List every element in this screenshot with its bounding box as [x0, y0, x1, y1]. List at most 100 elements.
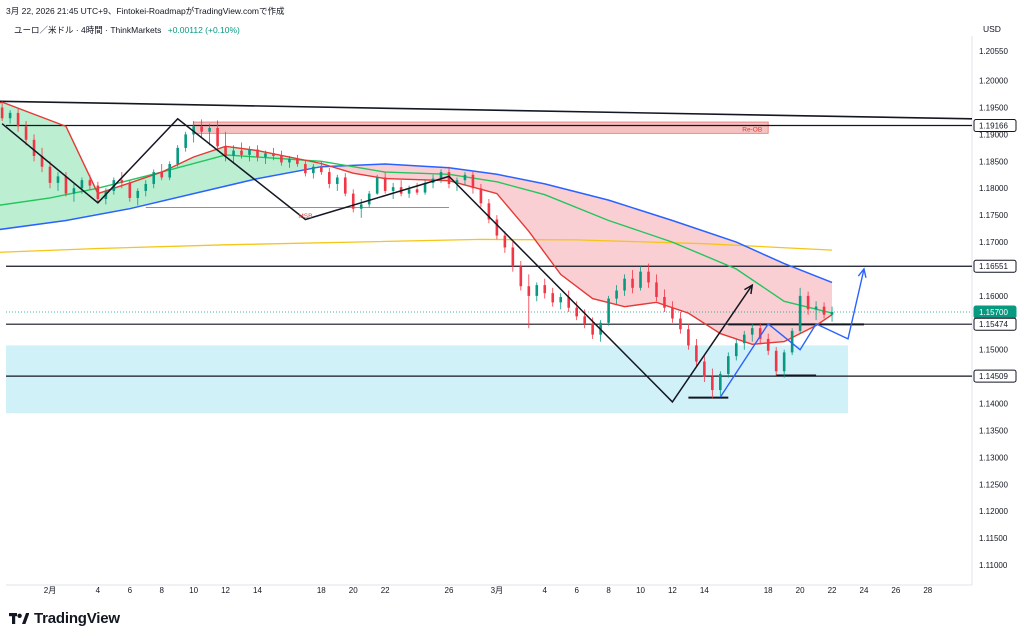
candle-body — [567, 296, 570, 308]
x-tick-label: 28 — [923, 586, 932, 595]
y-tick-label: 1.20000 — [979, 77, 1008, 86]
candle-body — [40, 155, 44, 167]
candle-body — [184, 134, 187, 148]
candle-body — [519, 266, 523, 287]
candle-body — [647, 271, 650, 283]
candle-body — [240, 150, 243, 155]
x-tick-label: 2月 — [44, 586, 56, 595]
price-change: +0.00112 (+0.10%) — [167, 25, 240, 35]
demand-zone — [6, 345, 848, 414]
candle-body — [176, 147, 179, 165]
candle-body — [455, 180, 459, 184]
candle-body — [703, 361, 706, 377]
candle-body — [758, 328, 762, 339]
candle-body — [511, 247, 515, 267]
candle-body — [192, 126, 195, 135]
x-tick-label: 26 — [891, 586, 900, 595]
candle-body — [790, 330, 794, 353]
candle-body — [224, 146, 227, 156]
candle-body — [335, 177, 339, 184]
price-label: 1.15700 — [979, 308, 1008, 317]
y-tick-label: 1.11000 — [979, 561, 1008, 570]
candle-body — [72, 188, 76, 194]
candle-body — [583, 316, 586, 324]
candle-body — [0, 107, 4, 119]
y-tick-label: 1.13000 — [979, 453, 1008, 462]
x-tick-label: 26 — [445, 586, 454, 595]
y-tick-label: 1.17500 — [979, 211, 1008, 220]
x-tick-label: 14 — [253, 586, 262, 595]
candle-body — [543, 285, 547, 294]
unit-label: USD — [983, 24, 1001, 34]
candle-body — [359, 204, 363, 209]
candle-body — [375, 177, 379, 194]
supply-zone — [193, 121, 769, 134]
candle-body — [479, 188, 483, 204]
candle-body — [208, 127, 211, 132]
candle-body — [280, 155, 283, 163]
y-tick-label: 1.11500 — [979, 534, 1008, 543]
x-tick-label: 22 — [381, 586, 390, 595]
candle-body — [343, 177, 347, 194]
candle-body — [671, 307, 674, 319]
candle-body — [152, 172, 156, 184]
y-tick-label: 1.17000 — [979, 238, 1008, 247]
candle-body — [439, 172, 443, 179]
x-tick-label: 14 — [700, 586, 709, 595]
price-label: 1.16551 — [979, 262, 1008, 271]
candle-body — [232, 150, 235, 156]
candle-body — [615, 290, 618, 299]
price-label-box — [973, 317, 1017, 331]
candle-body — [591, 323, 594, 335]
candle-body — [24, 126, 28, 140]
bull-cloud-0 — [0, 102, 330, 230]
candle-body — [463, 174, 467, 181]
candle-body — [248, 149, 251, 155]
x-tick-label: 6 — [574, 586, 579, 595]
candle-body — [679, 318, 682, 330]
candle-body — [734, 343, 738, 357]
candle-body — [559, 296, 563, 303]
candle-body — [80, 180, 84, 189]
candles-group — [0, 101, 834, 399]
x-tick-label: 8 — [606, 586, 611, 595]
candle-body — [296, 158, 299, 165]
candle-body — [639, 271, 642, 288]
candle-body — [806, 295, 810, 310]
x-tick-label: 10 — [636, 586, 645, 595]
candle-body — [495, 219, 499, 236]
candle-body — [415, 189, 419, 193]
candle-body — [782, 352, 786, 372]
candle-body — [711, 376, 714, 391]
ma-long-line — [0, 238, 833, 253]
candle-body — [535, 285, 539, 296]
candle-body — [830, 312, 834, 315]
bear-cloud-0 — [332, 164, 832, 345]
candle-body — [136, 190, 140, 198]
price-label-box — [973, 118, 1017, 132]
candle-body — [407, 189, 411, 194]
candle-body — [766, 338, 770, 351]
projection-path — [719, 268, 865, 398]
price-label: 1.14509 — [979, 372, 1008, 381]
candle-body — [64, 176, 68, 194]
candle-body — [471, 174, 475, 189]
symbol-label: ユーロ／米ドル · 4時間 · ThinkMarkets — [14, 25, 162, 35]
candle-body — [575, 307, 578, 317]
x-tick-label: 18 — [317, 586, 326, 595]
candle-body — [727, 356, 730, 374]
candle-body — [312, 166, 315, 174]
candle-body — [391, 187, 395, 191]
brand-name: TradingView — [34, 610, 120, 627]
price-label-box — [973, 369, 1017, 383]
candle-body — [663, 296, 666, 308]
y-tick-label: 1.14000 — [979, 400, 1008, 409]
price-label-box — [973, 259, 1017, 273]
annotation-1: Re-OB — [742, 127, 762, 134]
x-tick-label: 12 — [668, 586, 677, 595]
y-tick-label: 1.15000 — [979, 346, 1008, 355]
candle-body — [503, 235, 507, 248]
candle-body — [798, 295, 802, 331]
candle-body — [96, 185, 100, 200]
